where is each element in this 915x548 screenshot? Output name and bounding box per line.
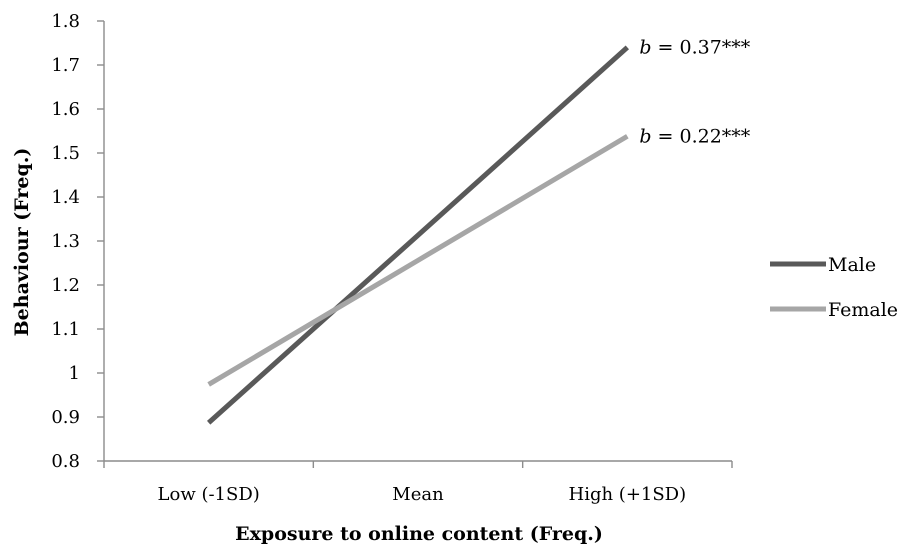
annotation-coefficient-symbol: b — [639, 125, 651, 147]
legend-label: Female — [828, 299, 898, 321]
x-tick-label: Mean — [392, 484, 444, 505]
y-tick-label: 1.1 — [51, 319, 80, 340]
y-tick-label: 1.3 — [51, 231, 80, 252]
y-tick-label: 0.8 — [51, 451, 80, 472]
y-tick-label: 1.4 — [51, 187, 80, 208]
axes-layer: 0.8 0.9 1 1.1 1.2 1.3 1.4 1.5 1.6 1.7 1.8 Low (-1SD… — [51, 11, 733, 505]
series-annotation: b = 0.37*** — [639, 36, 750, 58]
annotation-coefficient-value: = 0.37*** — [652, 36, 751, 58]
series-line-male — [206, 45, 630, 425]
y-tick-label: 1.8 — [51, 11, 80, 32]
series-line-female — [207, 134, 629, 387]
x-tick-label: High (+1SD) — [569, 484, 687, 505]
legend-label: Male — [828, 254, 876, 276]
y-tick-label: 1.2 — [51, 275, 80, 296]
annotation-coefficient-value: = 0.22*** — [652, 125, 751, 147]
y-tick-label: 1.5 — [51, 143, 80, 164]
series-annotation: b = 0.22*** — [639, 125, 750, 147]
y-tick-label: 0.9 — [51, 407, 80, 428]
annotation-coefficient-symbol: b — [639, 36, 651, 58]
annotation-layer: b = 0.37***b = 0.22*** — [639, 36, 750, 147]
y-tick-label: 1.7 — [51, 55, 80, 76]
y-tick-label: 1 — [69, 363, 80, 384]
x-axis-title: Exposure to online content (Freq.) — [235, 523, 603, 545]
y-axis-title: Behaviour (Freq.) — [11, 148, 33, 337]
y-tick-label: 1.6 — [51, 99, 80, 120]
series-layer — [206, 45, 630, 425]
legend: Male Female — [770, 254, 898, 321]
x-tick-label: Low (-1SD) — [158, 484, 260, 505]
